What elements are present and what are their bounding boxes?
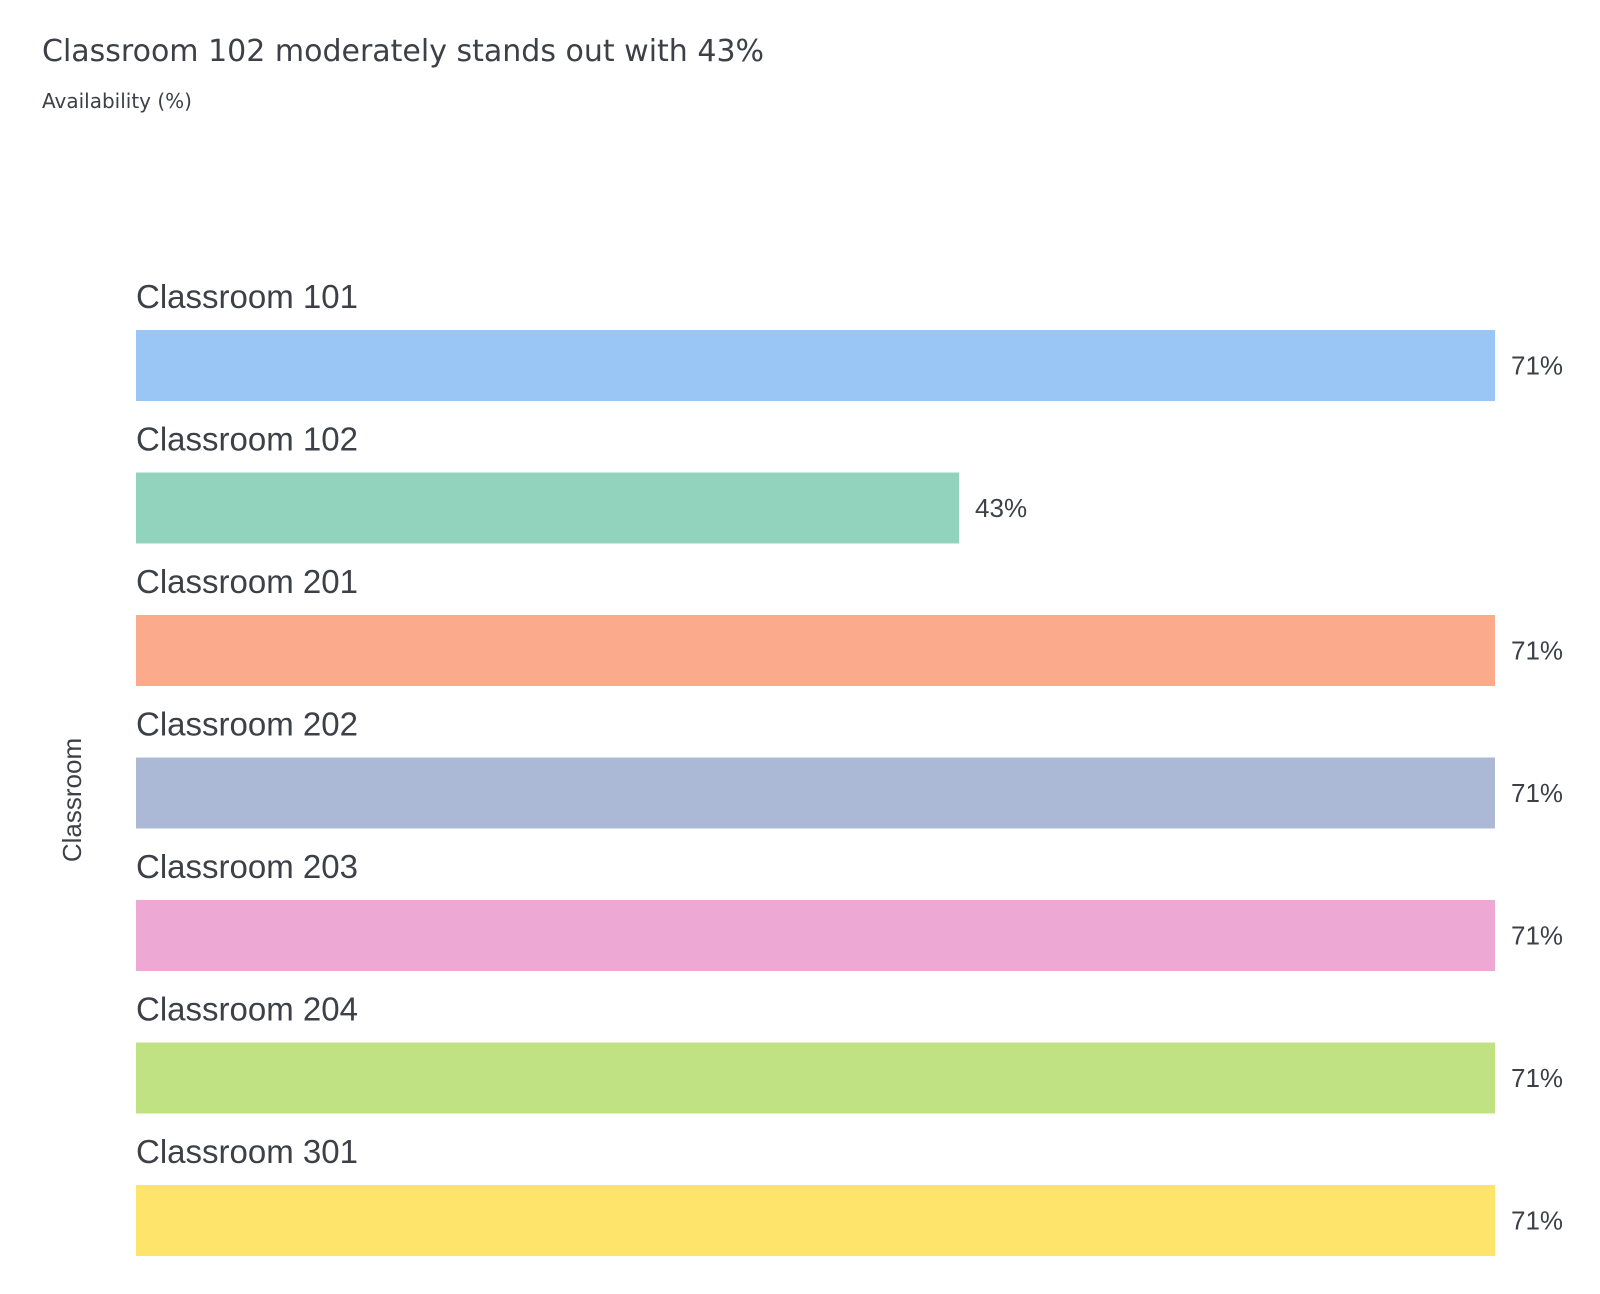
bar (136, 615, 1495, 686)
category-label: Classroom 201 (136, 563, 358, 600)
y-axis-label: Classroom (57, 738, 87, 862)
data-label: 71% (1511, 351, 1563, 381)
data-label: 71% (1511, 636, 1563, 666)
data-label: 71% (1511, 778, 1563, 808)
data-label: 71% (1511, 1206, 1563, 1236)
bar (136, 1042, 1495, 1114)
category-label: Classroom 202 (136, 706, 358, 743)
chart-subtitle: Availability (%) (42, 89, 192, 113)
category-label: Classroom 204 (136, 991, 358, 1028)
category-label: Classroom 101 (136, 278, 358, 315)
chart-title: Classroom 102 moderately stands out with… (42, 34, 765, 69)
data-label: 71% (1511, 921, 1563, 951)
bar (136, 330, 1495, 401)
data-label: 71% (1511, 1063, 1563, 1093)
bar (136, 757, 1495, 829)
category-label: Classroom 203 (136, 848, 358, 885)
category-label: Classroom 301 (136, 1133, 358, 1170)
bars-group: Classroom 101 71% Classroom 102 43% Classroo… (136, 278, 1563, 1256)
bar (136, 1185, 1495, 1256)
data-label: 43% (975, 493, 1027, 523)
category-label: Classroom 102 (136, 421, 358, 458)
bar (136, 472, 960, 544)
bar (136, 900, 1495, 971)
